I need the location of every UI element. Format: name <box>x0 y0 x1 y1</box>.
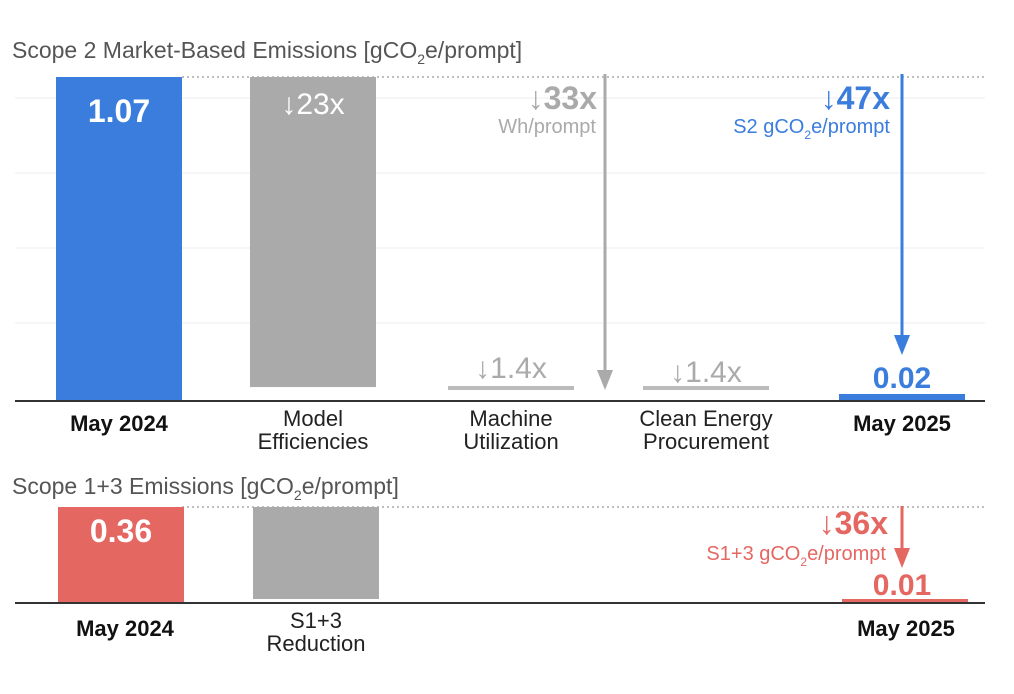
arrow-47x-head <box>894 335 910 355</box>
bar-s13-may-2024 <box>58 507 184 603</box>
category-label: Machine <box>469 406 552 431</box>
category-label: May 2024 <box>70 411 169 436</box>
annotation-36x: ↓36x <box>819 505 889 541</box>
bar-1 <box>56 77 182 401</box>
bar-3 <box>448 386 574 390</box>
category-label: May 2025 <box>853 411 951 436</box>
value-label-may-2024: 1.07 <box>88 93 150 129</box>
category-label: Reduction <box>266 631 365 656</box>
bar-s13-may-2025 <box>842 599 968 603</box>
panel1-title: Scope 2 Market-Based Emissions [gCO2e/pr… <box>12 37 522 67</box>
factor-label-machine: ↓1.4x <box>475 352 547 385</box>
value-label-s13-may-2024: 0.36 <box>90 513 152 549</box>
bar-s13-reduction <box>253 507 379 599</box>
value-label-may-2025: 0.02 <box>873 362 931 395</box>
annotation-s2-per-prompt: S2 gCO2e/prompt <box>733 116 890 142</box>
category-label: Model <box>283 406 343 431</box>
value-label-s13-may-2025: 0.01 <box>873 569 931 602</box>
annotation-47x: ↓47x <box>821 80 891 116</box>
bar-5 <box>839 394 965 401</box>
category-label: S1+3 <box>290 608 342 633</box>
category-label: Clean Energy <box>639 406 772 431</box>
factor-label-model: ↓23x <box>281 88 344 121</box>
category-label: Efficiencies <box>258 429 369 454</box>
category-label: May 2024 <box>76 616 175 641</box>
bar-4 <box>643 386 769 390</box>
category-label: May 2025 <box>857 616 955 641</box>
factor-label-clean: ↓1.4x <box>670 356 742 389</box>
annotation-33x: ↓33x <box>528 80 598 116</box>
arrow-33x-head <box>597 370 613 390</box>
category-label: Procurement <box>643 429 769 454</box>
panel2-title: Scope 1+3 Emissions [gCO2e/prompt] <box>12 473 399 503</box>
category-label: Utilization <box>463 429 558 454</box>
bar-2 <box>250 77 376 388</box>
annotation-wh-per-prompt: Wh/prompt <box>498 116 596 138</box>
annotation-s13-per-prompt: S1+3 gCO2e/prompt <box>706 543 886 569</box>
arrow-36x-head <box>894 548 910 568</box>
